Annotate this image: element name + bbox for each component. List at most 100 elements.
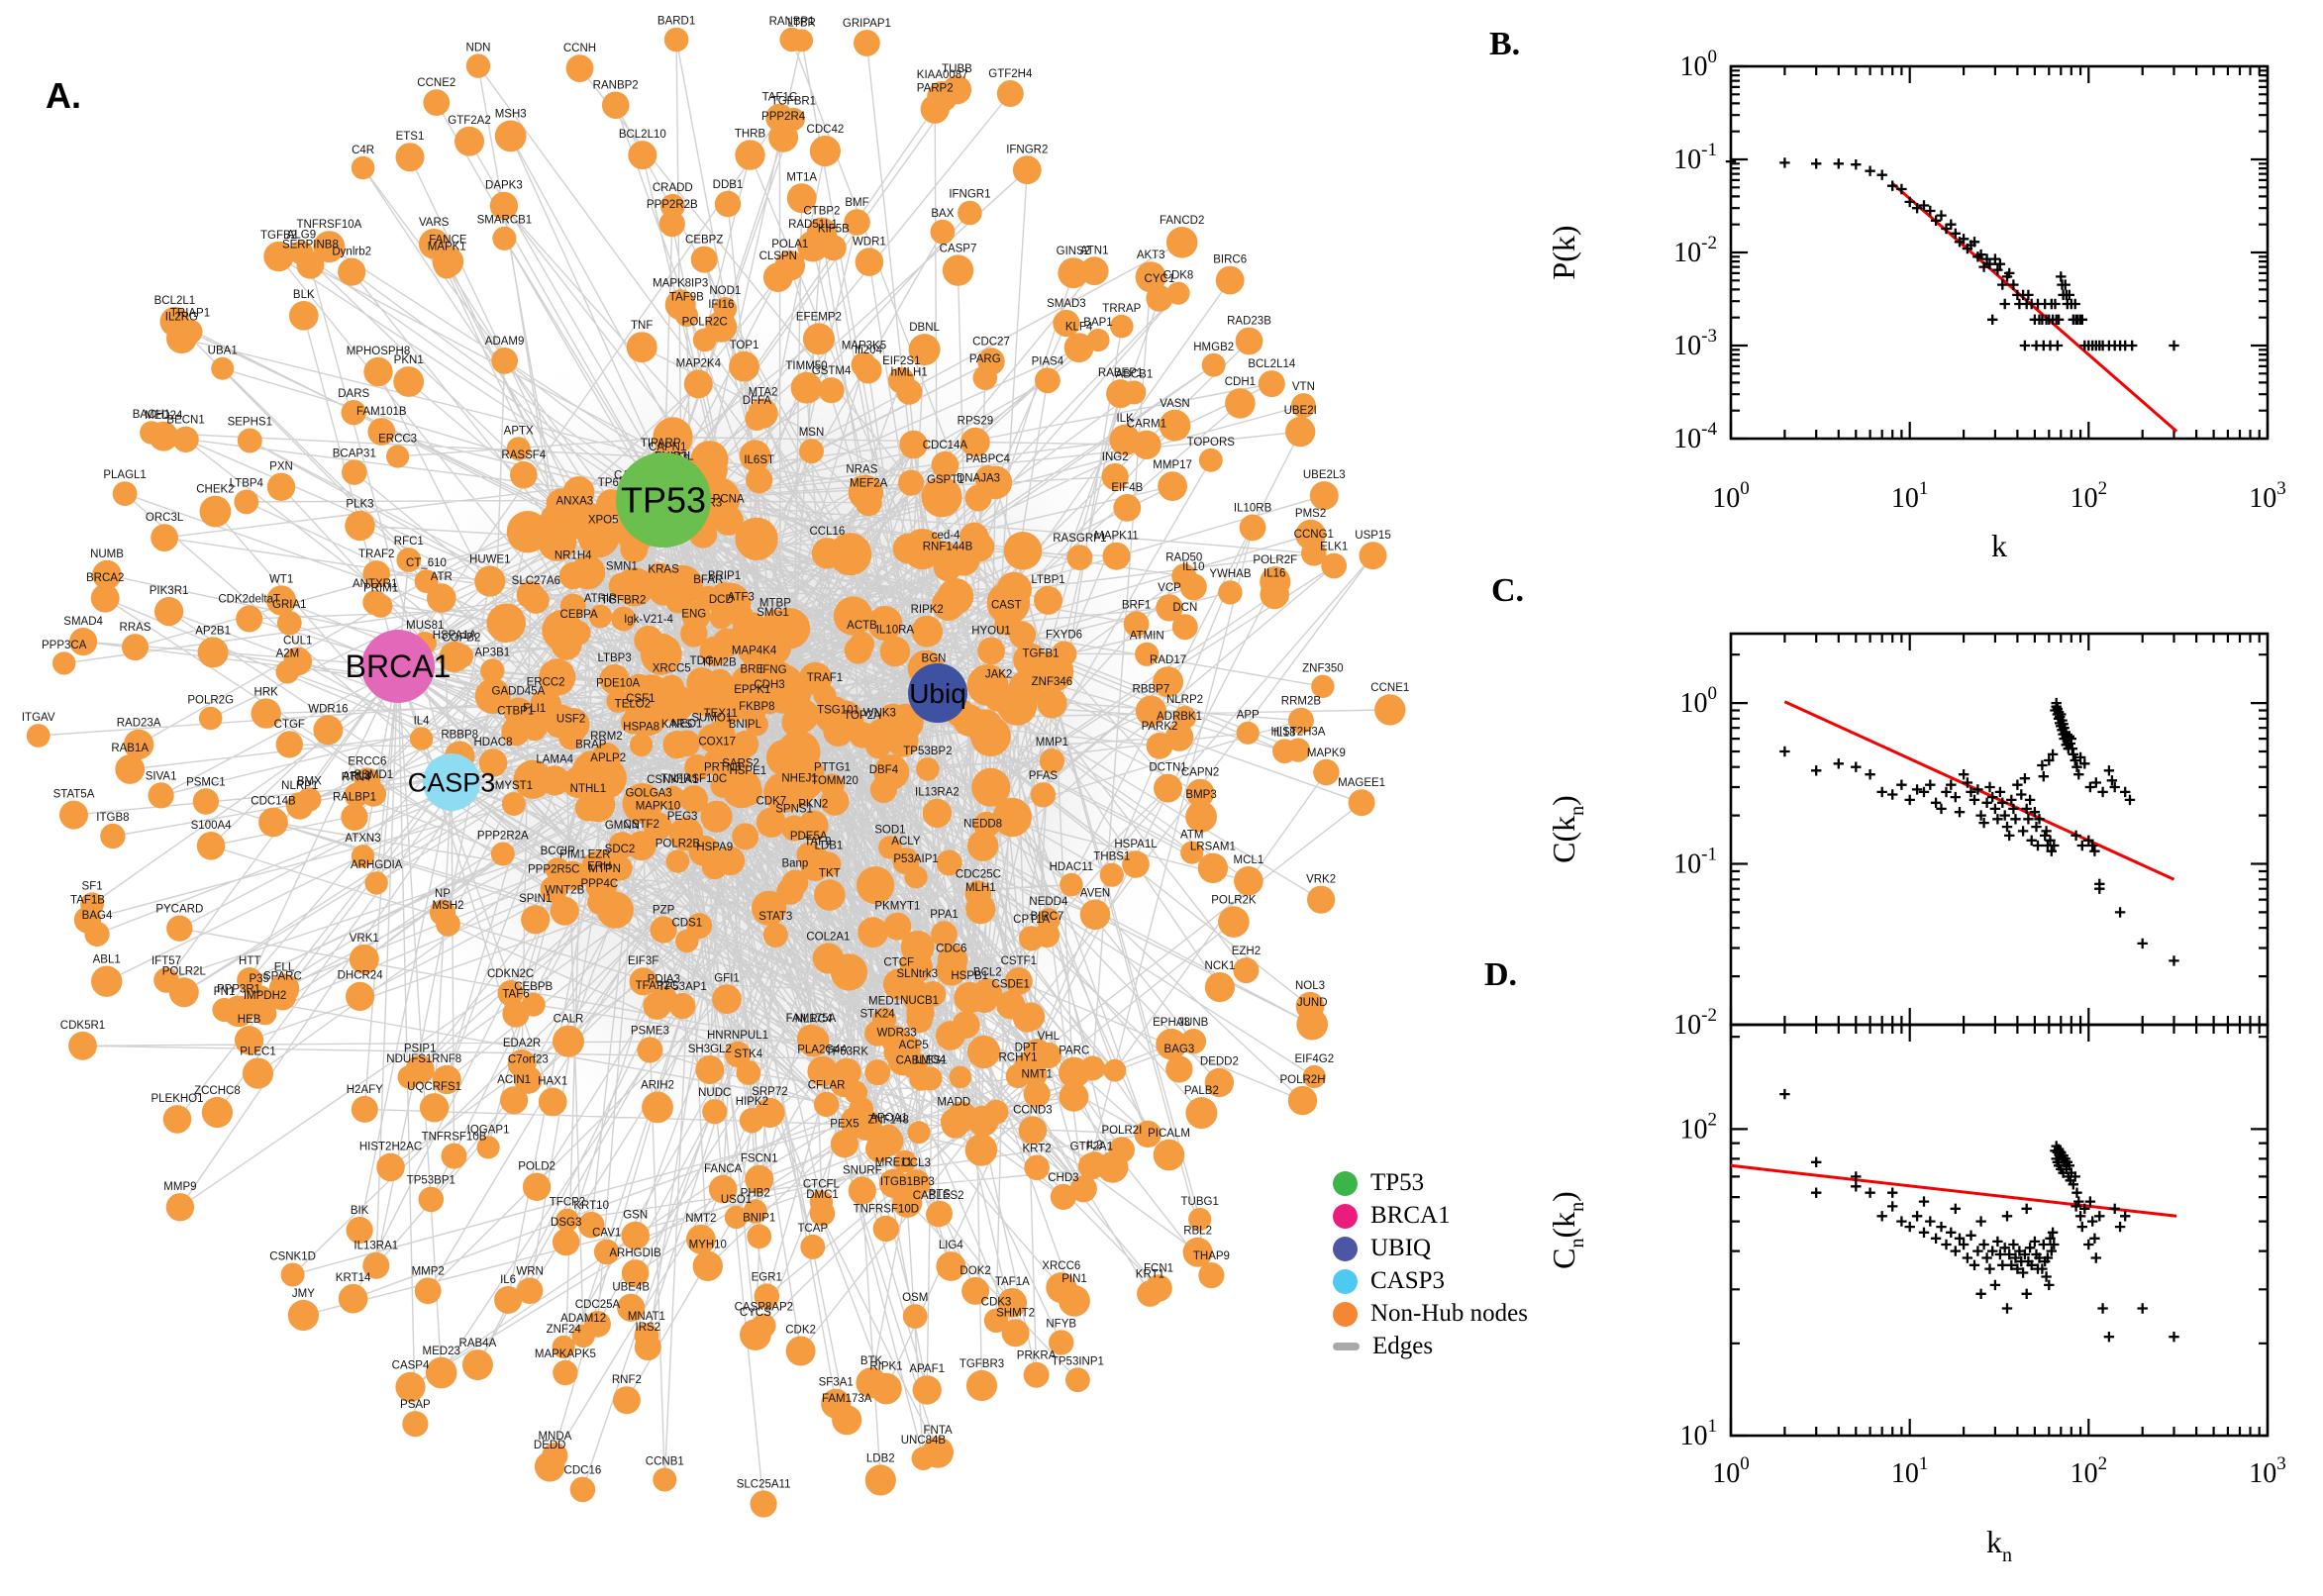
network-node xyxy=(235,1026,264,1055)
network-node xyxy=(854,30,880,56)
network-node-label: ITGAV xyxy=(22,712,55,724)
network-node-label: TAF1A xyxy=(995,1276,1030,1288)
network-node xyxy=(338,1283,368,1314)
network-node xyxy=(539,658,576,696)
network-node-label: DCTN1 xyxy=(1149,762,1186,774)
network-node-label: FANCE xyxy=(429,234,467,246)
network-node xyxy=(492,226,517,250)
network-node-label: HIST2H3A xyxy=(1271,727,1326,739)
y-tick-label: 101 xyxy=(1680,1416,1718,1451)
network-node-label: NLRP2 xyxy=(1166,694,1203,706)
network-node xyxy=(807,1055,839,1087)
network-node xyxy=(1039,748,1065,774)
network-node-label: VRK2 xyxy=(1306,874,1336,886)
network-node xyxy=(494,1286,523,1314)
network-node-label: TAF1C xyxy=(762,92,798,104)
network-node-label: BRIP1 xyxy=(708,570,741,582)
network-node-label: CSF1 xyxy=(626,693,655,705)
network-node xyxy=(658,674,685,701)
network-node xyxy=(478,748,508,777)
axis-frame xyxy=(1729,632,2270,1027)
network-node xyxy=(1374,694,1406,726)
network-node xyxy=(739,675,765,702)
network-node-label: AKT3 xyxy=(1137,249,1165,261)
network-node xyxy=(673,730,701,757)
network-node-label: SARS2 xyxy=(722,758,759,770)
network-node-label: GMNN xyxy=(605,820,640,832)
network-node-label: RAD23B xyxy=(1227,316,1271,328)
network-node-label: CASP8AP2 xyxy=(735,1302,793,1314)
network-node xyxy=(1258,370,1285,398)
network-node-label: PLEKHO1 xyxy=(151,1093,203,1105)
panel-label-b: B. xyxy=(1489,26,1521,62)
network-node-label: JAK2 xyxy=(985,669,1013,681)
network-node-label: HTT xyxy=(239,955,260,967)
axis-ticks xyxy=(1729,634,2270,1027)
network-node xyxy=(796,842,821,867)
network-node xyxy=(1290,393,1316,419)
network-node-label: PPP2R4 xyxy=(761,111,806,123)
network-node-label: ERCC2 xyxy=(527,677,565,689)
network-node xyxy=(799,439,824,464)
y-tick-label: 100 xyxy=(1680,683,1718,719)
network-node-label: THAP9 xyxy=(1193,1250,1230,1262)
network-node xyxy=(747,1224,772,1249)
network-node-label: RBBP7 xyxy=(1133,684,1170,696)
network-node-label: CTGF xyxy=(274,719,305,731)
network-node xyxy=(982,680,1015,712)
hub-node-casp3 xyxy=(423,753,480,811)
network-node-label: SEPHS1 xyxy=(228,417,272,429)
network-node-label: ZNF148 xyxy=(867,1114,909,1126)
network-node-label: ATXN3 xyxy=(345,833,380,845)
network-node-label: NEO1 xyxy=(671,719,702,731)
network-node-label: RFC1 xyxy=(394,536,424,548)
network-node-label: BECN1 xyxy=(166,415,204,427)
network-node xyxy=(1024,1154,1050,1181)
network-node xyxy=(296,250,325,279)
network-node xyxy=(713,505,744,536)
network-node xyxy=(192,788,220,815)
network-node xyxy=(1135,695,1166,727)
network-node xyxy=(1034,922,1060,948)
network-node-label: NDN xyxy=(466,42,491,53)
network-node-label: PKMYT1 xyxy=(874,901,920,913)
hub-node-ubiq xyxy=(908,663,967,723)
network-node-label: GSPT1 xyxy=(927,474,964,486)
network-node-label: SIVA1 xyxy=(146,770,177,782)
network-node xyxy=(1122,380,1147,405)
network-node xyxy=(724,1205,749,1230)
network-node-label: SMG1 xyxy=(757,607,789,619)
network-node-label: SLC25A11 xyxy=(737,1479,791,1491)
network-node xyxy=(506,511,550,553)
network-node-label: RBBP8 xyxy=(441,730,478,742)
network-node xyxy=(341,803,368,831)
network-node-label: PDIA3 xyxy=(648,974,680,986)
network-node xyxy=(708,1174,738,1204)
network-node-label: CCNH xyxy=(563,43,596,54)
network-node-label: CDC16 xyxy=(564,1465,602,1477)
network-node-label: BCL2 xyxy=(973,966,1002,978)
network-node-label: IL6 xyxy=(500,1274,516,1286)
network-node xyxy=(474,565,506,597)
network-node xyxy=(251,698,281,729)
network-node-label: SOD1 xyxy=(874,824,905,836)
network-node-label: TRAF1 xyxy=(807,672,843,684)
network-node-label: VARS xyxy=(419,217,450,229)
network-node-label: RAD23A xyxy=(117,718,161,730)
network-node xyxy=(996,990,1026,1020)
legend-swatch-brca1-icon xyxy=(1333,1203,1358,1229)
network-node-label: CDK5R1 xyxy=(60,1020,105,1032)
network-node-label: CDC42 xyxy=(807,124,845,136)
network-node xyxy=(1180,1029,1207,1054)
legend-row-casp3: CASP3 xyxy=(1333,1267,1528,1294)
network-node-label: PTTG1 xyxy=(814,761,851,773)
network-node-label: TOPORS xyxy=(1187,437,1236,449)
network-node xyxy=(367,418,396,446)
network-node xyxy=(402,1411,429,1438)
network-node-label: ENG xyxy=(681,608,706,620)
network-node-label: KRT1 xyxy=(1136,1268,1164,1280)
network-node xyxy=(686,1224,716,1254)
network-node xyxy=(1122,850,1150,878)
network-node-label: CASP7 xyxy=(940,243,977,254)
